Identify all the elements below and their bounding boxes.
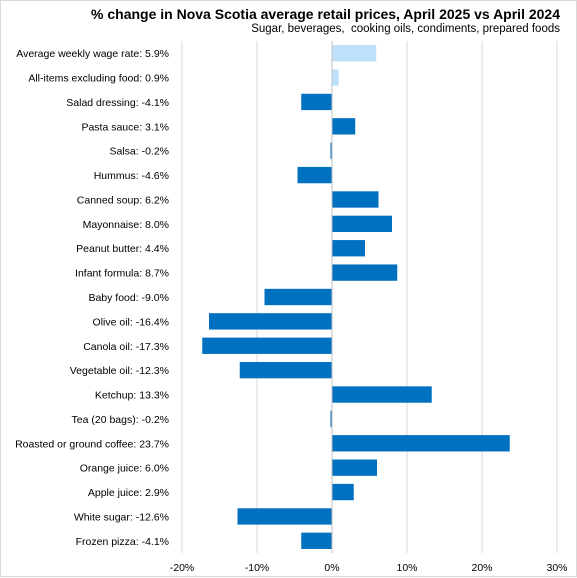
- bar-roasted-or-ground-coffee: [332, 435, 510, 452]
- category-label: Average weekly wage rate: 5.9%: [16, 48, 169, 60]
- bar-apple-juice: [332, 483, 354, 501]
- category-label: Tea (20 bags): -0.2%: [72, 414, 169, 426]
- category-label: Apple juice: 2.9%: [88, 487, 169, 499]
- category-label: Canned soup: 6.2%: [77, 194, 169, 206]
- x-tick-label: -10%: [245, 562, 270, 574]
- bar-tea-20-bags: [330, 410, 332, 428]
- bar-salad-dressing: [301, 93, 332, 111]
- x-tick-label: 20%: [471, 562, 492, 574]
- bar-frozen-pizza: [301, 532, 332, 549]
- category-label: Infant formula: 8.7%: [75, 268, 169, 280]
- x-tick-label: 10%: [396, 562, 417, 574]
- bar-vegetable-oil: [239, 361, 332, 379]
- category-label: Vegetable oil: -12.3%: [70, 365, 169, 377]
- category-label: Ketchup: 13.3%: [95, 390, 169, 402]
- category-label: Frozen pizza: -4.1%: [76, 536, 169, 548]
- category-label: Pasta sauce: 3.1%: [81, 121, 169, 133]
- bar-salsa: [330, 142, 332, 159]
- category-label: Olive oil: -16.4%: [93, 316, 169, 328]
- bar-peanut-butter: [332, 240, 365, 257]
- category-label: Salad dressing: -4.1%: [66, 97, 169, 109]
- tick-labels: -20% -10% 0% 10% 20% 30%: [170, 562, 568, 574]
- category-label: Peanut butter: 4.4%: [76, 243, 169, 255]
- x-tick-label: -20%: [170, 562, 195, 574]
- bar-hummus: [297, 166, 332, 184]
- category-labels: Average weekly wage rate: 5.9% All-items …: [15, 48, 169, 548]
- bar-pasta-sauce: [332, 118, 356, 135]
- bar-mayonnaise: [332, 215, 392, 233]
- category-label: White sugar: -12.6%: [74, 511, 169, 523]
- category-label: Hummus: -4.6%: [94, 170, 169, 182]
- bar-average-weekly-wage-rate: [332, 45, 377, 62]
- bar-olive-oil: [209, 313, 332, 330]
- category-label: Mayonnaise: 8.0%: [83, 219, 169, 231]
- category-label: Salsa: -0.2%: [109, 146, 169, 158]
- bars: [202, 45, 510, 549]
- bar-all-items-excluding-food: [332, 69, 339, 86]
- bar-baby-food: [264, 288, 332, 306]
- category-label: Roasted or ground coffee: 23.7%: [15, 438, 169, 450]
- bar-canola-oil: [202, 337, 332, 354]
- chart-subtitle: Sugar, beverages, cooking oils, condimen…: [251, 23, 560, 35]
- x-tick-label: 0%: [324, 562, 339, 574]
- category-label: Orange juice: 6.0%: [80, 463, 169, 475]
- bar-canned-soup: [332, 191, 379, 208]
- category-label: Canola oil: -17.3%: [83, 341, 169, 353]
- bar-orange-juice: [332, 459, 377, 476]
- chart-title: % change in Nova Scotia average retail p…: [91, 6, 560, 22]
- bar-ketchup: [332, 386, 432, 403]
- gridlines: [181, 41, 558, 553]
- category-label: All-items excluding food: 0.9%: [28, 73, 169, 85]
- bar-white-sugar: [237, 508, 332, 525]
- x-tick-label: 30%: [546, 562, 567, 574]
- bar-infant-formula: [332, 264, 398, 281]
- category-label: Baby food: -9.0%: [88, 292, 169, 304]
